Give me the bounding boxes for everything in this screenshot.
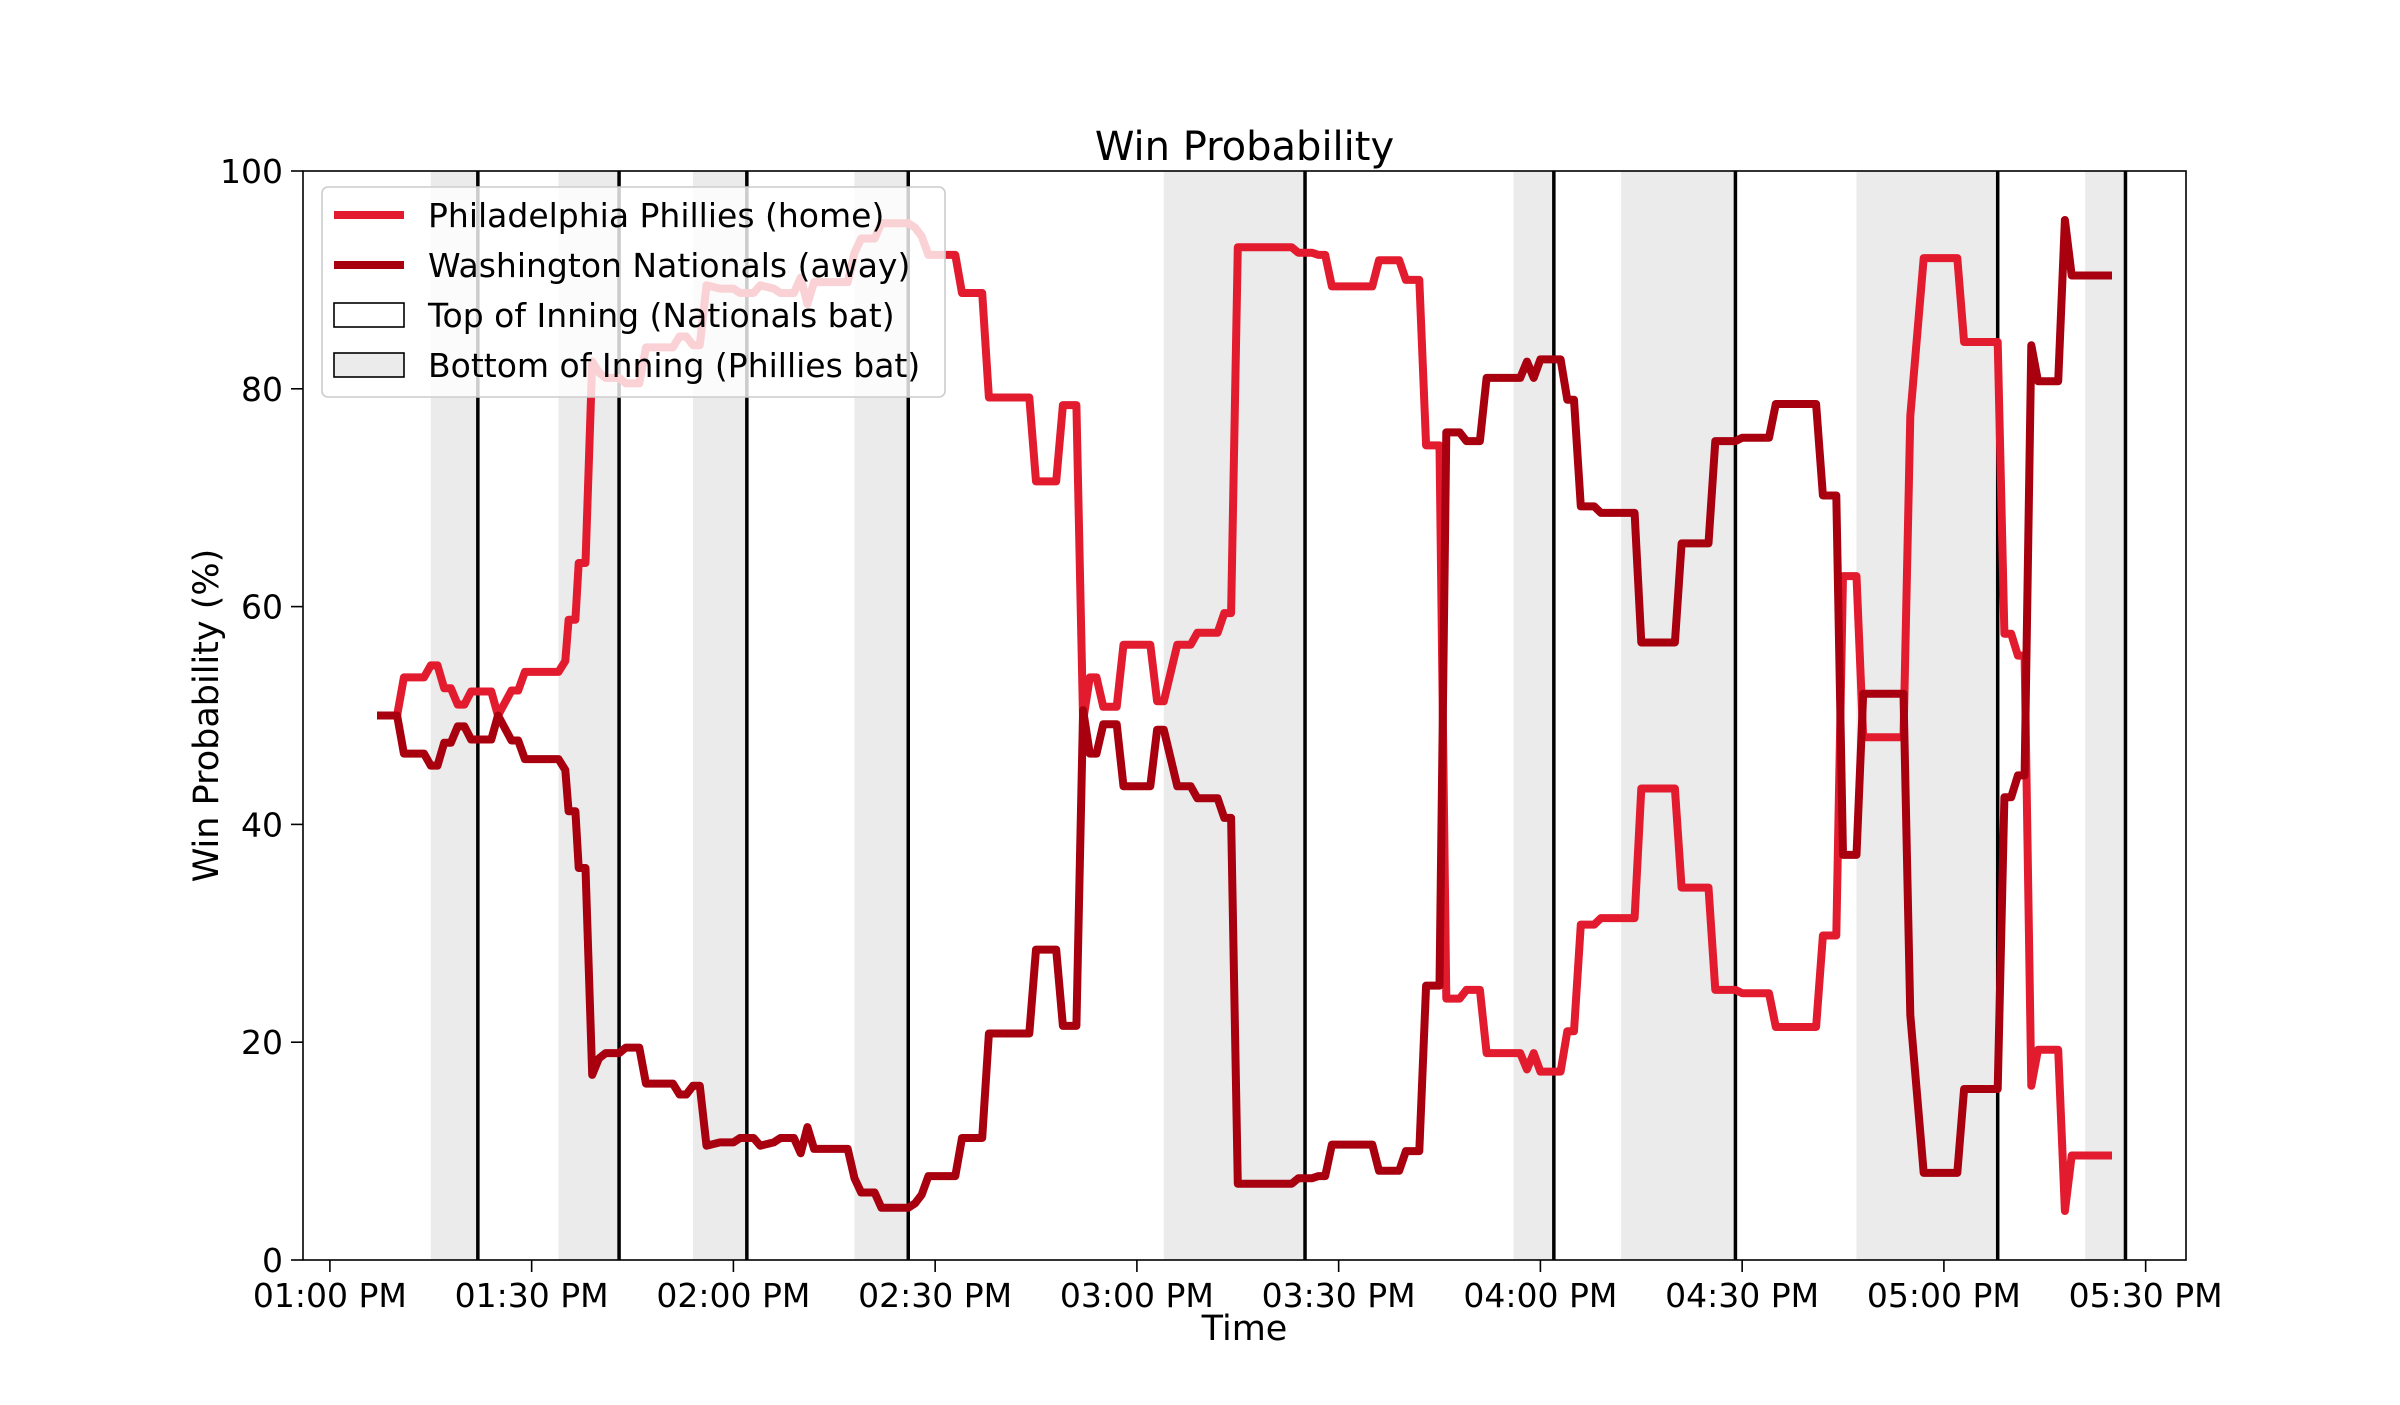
y-tick-label: 100: [220, 152, 283, 191]
legend-label: Philadelphia Phillies (home): [428, 196, 884, 235]
legend-label: Bottom of Inning (Phillies bat): [428, 346, 920, 385]
x-axis-ticks: 01:00 PM 01:30 PM 02:00 PM 02:30 PM 03:00 PM…: [253, 1260, 2223, 1315]
chart-title: Win Probability: [1095, 124, 1394, 170]
x-tick-label: 03:00 PM: [1060, 1276, 1214, 1315]
x-axis-label: Time: [1201, 1309, 1288, 1349]
x-tick-label: 01:30 PM: [455, 1276, 609, 1315]
legend: Philadelphia Phillies (home) Washington N…: [321, 186, 946, 398]
x-tick-label: 05:30 PM: [2069, 1276, 2223, 1315]
plot-frame: [302, 170, 2187, 1261]
legend-patch-swatch: [333, 352, 405, 378]
bottom-inning-span: [2085, 171, 2126, 1260]
y-axis-label: Win Probability (%): [187, 549, 227, 883]
y-axis-ticks: 0 20 40 60 80 100: [220, 152, 303, 1280]
x-tick-label: 03:30 PM: [1262, 1276, 1416, 1315]
legend-label: Top of Inning (Nationals bat): [427, 296, 895, 335]
y-tick-label: 60: [241, 588, 283, 627]
y-tick-label: 40: [241, 805, 283, 844]
x-tick-label: 02:00 PM: [656, 1276, 810, 1315]
bottom-inning-span: [1513, 171, 1554, 1260]
nationals-series-line: [377, 216, 2112, 1212]
legend-box: [321, 186, 946, 398]
legend-patch-swatch: [333, 302, 405, 328]
bottom-inning-span: [1621, 171, 1736, 1260]
x-tick-label: 04:00 PM: [1463, 1276, 1617, 1315]
bottom-inning-span: [1856, 171, 1998, 1260]
y-tick-label: 20: [241, 1023, 283, 1062]
x-tick-label: 02:30 PM: [858, 1276, 1012, 1315]
y-tick-label: 0: [262, 1241, 283, 1280]
x-tick-label: 05:00 PM: [1867, 1276, 2021, 1315]
legend-label: Washington Nationals (away): [428, 246, 910, 285]
y-tick-label: 80: [241, 370, 283, 409]
x-tick-label: 04:30 PM: [1665, 1276, 1819, 1315]
x-tick-label: 01:00 PM: [253, 1276, 407, 1315]
